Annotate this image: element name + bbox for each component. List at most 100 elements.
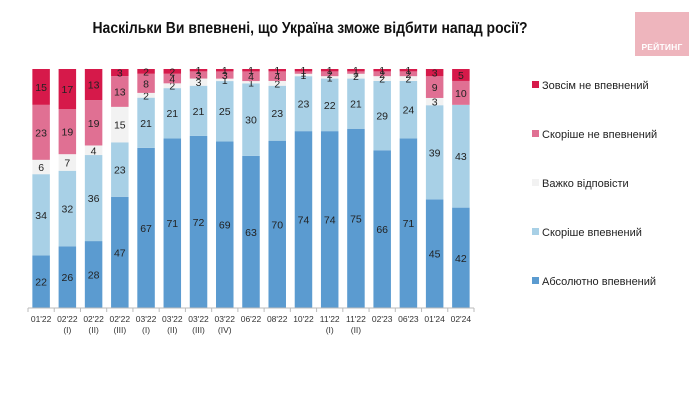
x-tick-sublabel: (IV) [218,325,232,335]
bar-segment [111,69,129,77]
bar-segment [137,97,155,148]
bar-segment [84,241,103,308]
x-tick-label: 02'24 [451,314,472,324]
data-label: 69 [219,220,231,232]
legend-label: Скоріше не впевнений [542,129,658,141]
bar-segment [268,140,286,308]
logo-text: РЕЙТИНГ [641,42,683,52]
data-label: 2 [405,74,411,86]
bar-segment [111,76,129,107]
bar-segment [163,69,182,74]
x-tick-label: 11'22 [320,314,340,324]
bar-segment [373,80,391,151]
x-tick-sublabel: (I) [142,325,150,335]
bar-segment [425,97,444,106]
data-label: 2 [143,90,149,102]
x-tick-label: 03'22 [214,314,235,324]
data-label: 74 [298,215,310,227]
data-label: 42 [455,253,467,265]
legend-swatch [532,81,539,88]
bar-segment [320,78,339,132]
data-label: 2 [169,81,175,93]
x-tick-label: 01'22 [31,314,52,324]
bar-segment [268,85,286,141]
bar-segment [163,83,182,89]
data-label: 70 [271,219,283,231]
bar-segment [320,71,339,77]
legend-swatch [532,277,539,284]
bar-segment [189,135,208,308]
bar-segment [425,199,444,308]
legend-item: Абсолютно впевнений [532,276,656,288]
data-label: 1 [301,70,307,82]
data-label: 13 [114,86,126,98]
x-tick-label: 10'22 [293,314,314,324]
data-label: 13 [88,80,100,92]
bar-segment [137,73,155,93]
data-label: 1 [353,68,359,80]
x-tick-sublabel: (I) [63,325,71,335]
rating-logo: РЕЙТИНГ [635,12,689,56]
bar-segment [268,71,286,81]
bar-segment [163,73,182,84]
data-label: 45 [429,249,441,261]
data-label: 67 [140,223,152,235]
data-label: 15 [114,120,126,132]
bar-segment [373,76,391,81]
legend-swatch [532,130,539,137]
x-tick-label: 03'22 [188,314,209,324]
data-label: 1 [248,65,254,77]
bar-segment [163,138,182,308]
data-label: 9 [432,82,438,94]
legend-item: Скоріше впевнений [532,227,642,239]
bar-segment [373,69,391,72]
data-label: 28 [88,270,100,282]
bar-segment [399,71,418,77]
data-label: 1 [379,65,385,77]
x-tick-label: 03'22 [162,314,183,324]
bar-segment [189,69,208,72]
bar-segment [452,69,470,81]
legend-item: Скоріше не впевнений [532,129,657,141]
legend-label: Абсолютно впевнений [542,276,657,288]
data-label: 8 [143,78,149,90]
x-tick-label: 06'23 [398,314,419,324]
bar-segment [58,69,77,110]
x-tick-label: 02'22 [83,314,104,324]
bar-segment [399,76,418,81]
bar-segment [216,81,234,142]
data-label: 4 [274,71,280,83]
bar-segment [452,80,470,105]
data-label: 23 [114,165,126,177]
data-label: 7 [64,157,70,169]
data-label: 1 [301,65,307,77]
x-tick-label: 02'22 [57,314,78,324]
bar-segment [111,106,129,143]
data-label: 24 [403,105,415,117]
data-label: 34 [35,210,47,222]
data-label: 21 [166,108,178,120]
bar-segment [32,104,50,160]
bar-segment [84,145,103,156]
bar-segment [347,73,365,79]
legend-label: Скоріше впевнений [542,227,642,239]
bar-segment [347,128,365,308]
data-label: 71 [403,218,415,230]
data-label: 25 [219,106,231,118]
data-label: 26 [62,272,74,284]
bar-segment [58,109,77,155]
data-label: 4 [91,145,97,157]
data-label: 1 [274,65,280,77]
data-label: 2 [327,69,333,81]
data-label: 1 [222,75,228,87]
bar-segment [137,69,155,74]
data-label: 21 [350,99,362,111]
bar-segment [373,71,391,77]
data-label: 4 [248,71,254,83]
bar-segment [111,142,129,197]
data-label: 1 [405,65,411,77]
data-label: 3 [196,70,202,82]
bar-segment [137,92,155,98]
data-label: 43 [455,151,467,163]
